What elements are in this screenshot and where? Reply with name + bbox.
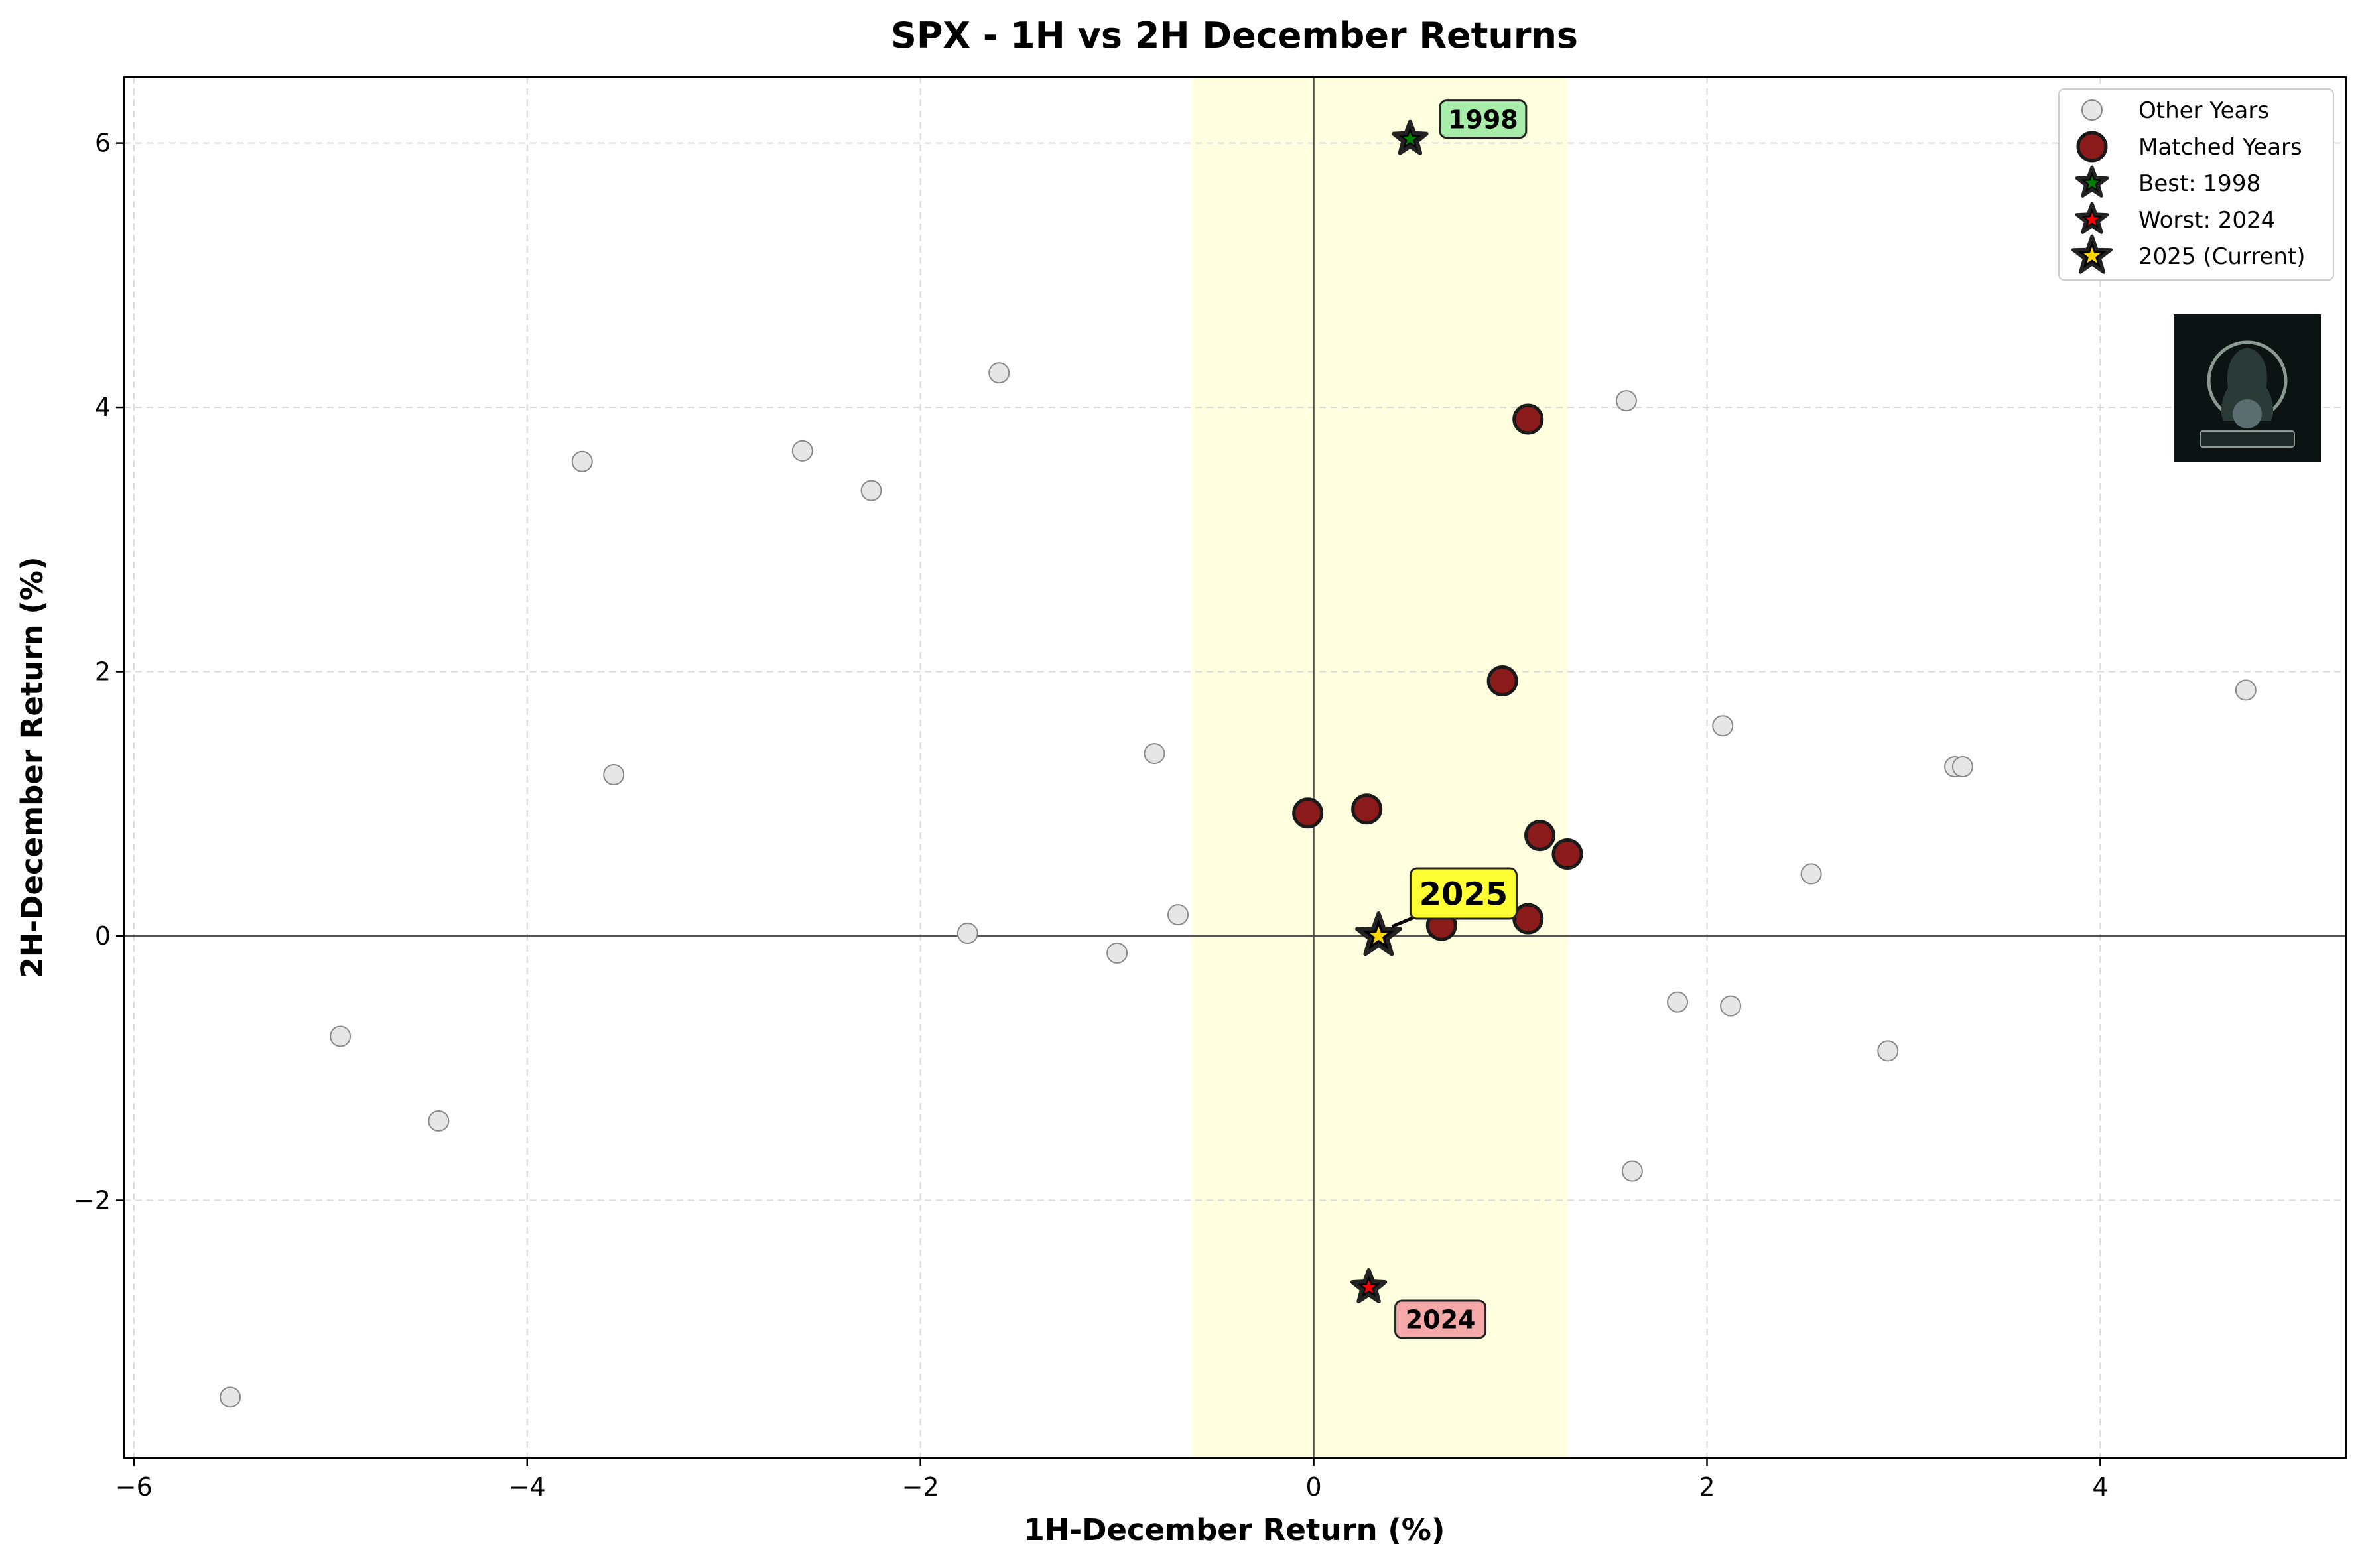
- plot-frame: [123, 76, 2347, 1459]
- data-points: [220, 362, 2257, 1408]
- matched-year-point: [1551, 838, 1583, 870]
- other-year-point: [428, 1110, 450, 1132]
- other-year-point: [1621, 1160, 1643, 1182]
- legend-marker-circle: [2076, 131, 2108, 163]
- highlight-star-fill: [1369, 926, 1388, 944]
- annotation-box: [1394, 1299, 1487, 1339]
- y-tick-label: 4: [95, 393, 111, 422]
- other-year-point: [1106, 942, 1128, 964]
- other-year-point: [988, 362, 1010, 384]
- legend-label: Best: 1998: [2138, 170, 2261, 197]
- matched-year-point: [1524, 820, 1556, 852]
- other-year-point: [860, 480, 882, 501]
- matched-year-point: [1512, 903, 1544, 935]
- y-tick-label: −2: [74, 1185, 111, 1214]
- y-axis-ticks: −2 0 2 4 6: [74, 129, 124, 1214]
- other-year-point: [1951, 756, 1973, 778]
- x-tick-label: 0: [1305, 1472, 1321, 1502]
- logo-ribbon: [2200, 430, 2295, 448]
- y-tick-label: 6: [95, 129, 111, 158]
- y-tick-label: 0: [95, 921, 111, 950]
- other-year-point: [571, 450, 593, 472]
- logo-image: [2174, 314, 2321, 462]
- y-tick-label: 2: [95, 657, 111, 686]
- x-axis-ticks: −6 −4 −2 0 2 4: [115, 1458, 2109, 1502]
- other-year-point: [1720, 995, 1742, 1017]
- matched-year-point: [1351, 793, 1383, 825]
- other-year-point: [1712, 715, 1734, 737]
- legend-marker-circle: [2081, 99, 2103, 121]
- legend-label: Other Years: [2138, 98, 2269, 124]
- annotation-label: 1998: [1448, 105, 1518, 134]
- legend-marker-star-fill: [2085, 212, 2099, 226]
- x-tick-label: 4: [2092, 1472, 2108, 1502]
- legend: Other Years Matched Years Best: 1998 Worst:…: [2058, 88, 2334, 281]
- x-tick-label: −6: [115, 1472, 153, 1502]
- other-year-point: [1877, 1040, 1899, 1062]
- legend-label: 2025 (Current): [2138, 243, 2306, 270]
- other-year-point: [1667, 991, 1689, 1013]
- legend-box: [2058, 88, 2334, 281]
- matched-year-point: [1512, 403, 1544, 435]
- x-tick-label: −2: [902, 1472, 939, 1502]
- other-year-point: [220, 1386, 241, 1408]
- annotation-label: 2024: [1406, 1305, 1476, 1335]
- annotations: 1998 2024 2025: [1350, 99, 1528, 1339]
- other-year-point: [956, 923, 978, 945]
- other-year-point: [1800, 863, 1822, 885]
- hooded-figure-icon: [2221, 348, 2274, 421]
- chart-title: SPX - 1H vs 2H December Returns: [891, 15, 1578, 56]
- matched-year-point: [1486, 665, 1518, 697]
- other-year-point: [1615, 390, 1637, 412]
- plot-area: 1998 2024 2025: [123, 76, 2347, 1459]
- other-year-point: [1144, 743, 1165, 765]
- other-year-point: [1167, 904, 1189, 926]
- x-axis-label: 1H-December Return (%): [1023, 1512, 1445, 1547]
- x-tick-label: 2: [1699, 1472, 1715, 1502]
- other-year-point: [2235, 679, 2257, 701]
- other-year-point: [603, 763, 625, 785]
- annotation-box: [1409, 867, 1518, 920]
- matched-year-point: [1292, 797, 1324, 829]
- annotation-box: [1439, 99, 1528, 139]
- legend-marker-star-fill: [2085, 176, 2099, 189]
- legend-label: Matched Years: [2138, 134, 2302, 161]
- other-year-point: [330, 1025, 352, 1047]
- highlight-star-fill: [1403, 131, 1417, 145]
- legend-marker-star-fill: [2083, 247, 2101, 263]
- highlight-star-fill: [1362, 1280, 1376, 1293]
- x-tick-label: −4: [509, 1472, 546, 1502]
- annotation-label: 2025: [1419, 876, 1508, 913]
- highlight-band: [1191, 77, 1568, 1458]
- y-axis-label: 2H-December Return (%): [15, 556, 50, 978]
- legend-label: Worst: 2024: [2138, 207, 2275, 233]
- other-year-point: [791, 440, 813, 462]
- globe-icon: [2233, 399, 2262, 428]
- zero-lines: [124, 77, 2346, 1458]
